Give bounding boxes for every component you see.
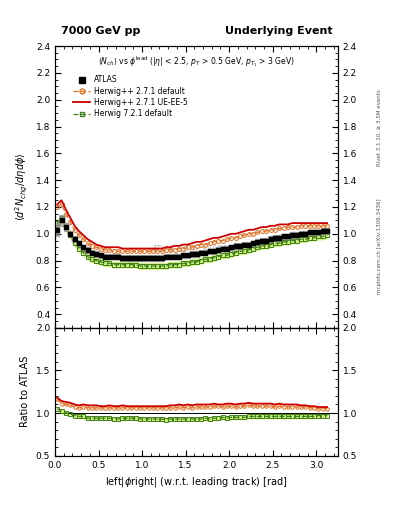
X-axis label: left|$\phi$right| (w.r.t. leading track) [rad]: left|$\phi$right| (w.r.t. leading track)…: [105, 475, 288, 489]
Bar: [103, 254, 107, 259]
Bar: [229, 245, 233, 250]
Bar: [59, 215, 64, 226]
Bar: [238, 243, 242, 248]
Bar: [107, 254, 112, 259]
Bar: [125, 255, 129, 261]
Text: Rivet 3.1.10, ≥ 3.5M events: Rivet 3.1.10, ≥ 3.5M events: [377, 90, 382, 166]
Bar: [168, 254, 173, 259]
Y-axis label: $\langle d^2 N_{chg}/d\eta d\phi \rangle$: $\langle d^2 N_{chg}/d\eta d\phi \rangle…: [14, 153, 30, 221]
Bar: [120, 255, 125, 261]
Bar: [264, 238, 268, 243]
Bar: [268, 237, 273, 242]
Legend: ATLAS, Herwig++ 2.7.1 default, Herwig++ 2.7.1 UE-EE-5, Herwig 7.2.1 default: ATLAS, Herwig++ 2.7.1 default, Herwig++ …: [70, 72, 191, 121]
Bar: [199, 250, 203, 255]
Bar: [147, 255, 151, 261]
Bar: [212, 248, 216, 254]
Bar: [277, 235, 281, 241]
Text: ATLAS_2010_S8894728: ATLAS_2010_S8894728: [151, 244, 242, 253]
Text: Underlying Event: Underlying Event: [225, 26, 332, 36]
Bar: [216, 247, 220, 252]
Bar: [155, 255, 160, 261]
Bar: [208, 248, 212, 254]
Bar: [64, 223, 68, 231]
Text: mcplots.cern.ch [arXiv:1306.3436]: mcplots.cern.ch [arXiv:1306.3436]: [377, 198, 382, 293]
Bar: [72, 237, 77, 242]
Bar: [307, 230, 312, 235]
Bar: [160, 255, 164, 261]
Bar: [255, 239, 260, 245]
Bar: [299, 231, 303, 237]
Bar: [164, 254, 168, 259]
Bar: [286, 234, 290, 239]
Bar: [86, 247, 90, 252]
Bar: [177, 254, 181, 259]
Bar: [290, 232, 294, 238]
Bar: [294, 232, 299, 238]
Bar: [233, 243, 238, 248]
Bar: [281, 234, 286, 239]
Bar: [190, 251, 194, 257]
Bar: [246, 242, 251, 247]
Bar: [225, 246, 229, 251]
Bar: [325, 228, 329, 234]
Bar: [260, 238, 264, 243]
Bar: [316, 230, 321, 235]
Bar: [133, 255, 138, 261]
Bar: [129, 255, 133, 261]
Y-axis label: Ratio to ATLAS: Ratio to ATLAS: [20, 356, 30, 428]
Bar: [251, 241, 255, 246]
Bar: [99, 252, 103, 258]
Bar: [55, 223, 59, 237]
Bar: [112, 254, 116, 259]
Bar: [116, 254, 120, 259]
Text: $\langle N_{ch}\rangle$ vs $\phi^{\rm lead}$ ($|\eta|$ < 2.5, $p_T$ > 0.5 GeV, $: $\langle N_{ch}\rangle$ vs $\phi^{\rm le…: [98, 55, 295, 70]
Bar: [273, 235, 277, 241]
Bar: [138, 255, 142, 261]
Bar: [173, 254, 177, 259]
Text: 7000 GeV pp: 7000 GeV pp: [61, 26, 140, 36]
Bar: [90, 250, 94, 255]
Bar: [94, 251, 99, 257]
Bar: [77, 241, 81, 246]
Bar: [151, 255, 155, 261]
Bar: [312, 230, 316, 235]
Bar: [203, 250, 208, 255]
Bar: [68, 231, 72, 237]
Bar: [194, 251, 199, 257]
Bar: [185, 252, 190, 258]
Bar: [321, 228, 325, 234]
Bar: [142, 255, 147, 261]
Bar: [242, 242, 246, 247]
Bar: [181, 252, 185, 258]
Bar: [81, 245, 86, 250]
Bar: [303, 231, 307, 237]
Bar: [220, 246, 225, 251]
